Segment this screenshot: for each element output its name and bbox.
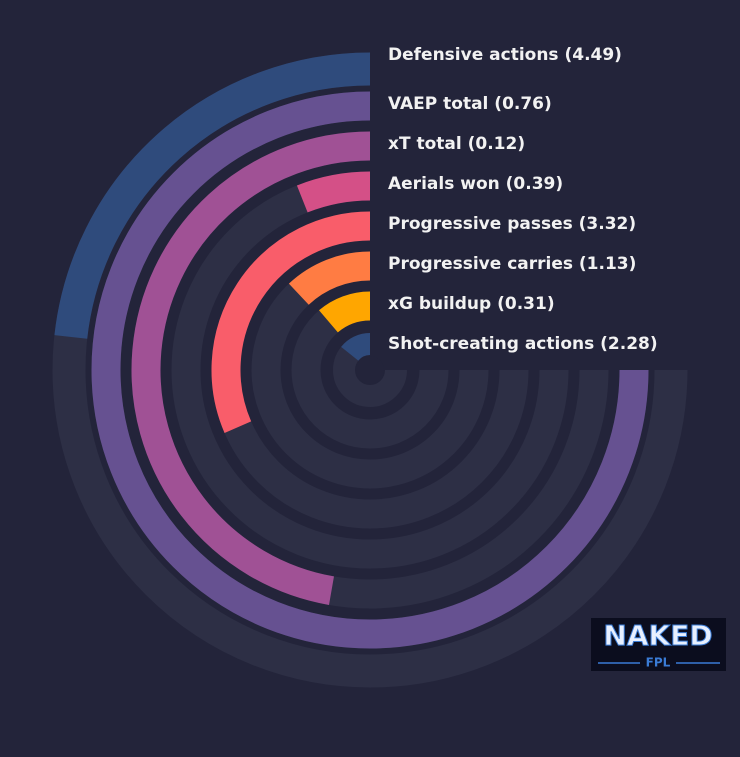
logo-box <box>591 618 726 671</box>
bar <box>211 211 371 433</box>
bar-label: Aerials won (0.39) <box>388 174 563 194</box>
bar-label: Shot-creating actions (2.28) <box>388 334 658 354</box>
bar <box>319 291 371 333</box>
bar-label: xG buildup (0.31) <box>388 294 555 314</box>
logo: NAKED FPL <box>591 618 726 671</box>
bar <box>54 52 371 339</box>
logo-subtitle: FPL <box>646 656 671 670</box>
bar-label: Progressive carries (1.13) <box>388 254 636 274</box>
logo-title: NAKED <box>603 619 712 652</box>
bar <box>131 131 371 605</box>
bar-label: Progressive passes (3.32) <box>388 214 636 234</box>
bar-label: VAEP total (0.76) <box>388 94 552 114</box>
track <box>171 171 569 569</box>
bar-label: xT total (0.12) <box>388 134 525 154</box>
center-hole <box>356 356 384 384</box>
track <box>291 291 449 449</box>
bar <box>296 171 371 213</box>
bar <box>341 333 371 362</box>
bar <box>91 91 649 649</box>
bar-label: Defensive actions (4.49) <box>388 45 622 65</box>
bar <box>288 251 371 306</box>
